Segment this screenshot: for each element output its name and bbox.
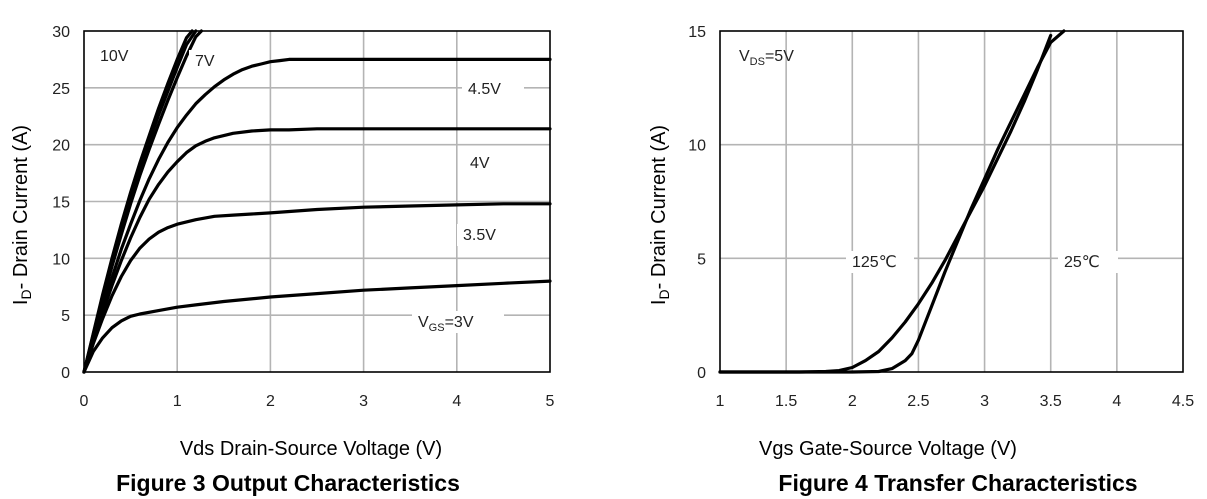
y-tick-label: 0 [697, 365, 706, 382]
y-axis-title-rest: - Drain Current (A) [648, 125, 670, 289]
series-label-1-main: 25℃ [1064, 254, 1100, 271]
series-line-5 [82, 202, 552, 374]
y-axis-title-group: ID- Drain Current (A) [10, 125, 33, 305]
x-axis-title: Vds Drain-Source Voltage (V) [180, 438, 442, 460]
output-characteristics-chart: 10V 7V 4.5V 4V 3.5V VGS=3V 0 1 2 3 4 5 0 5 10 15 20 25 30 V… [10, 24, 554, 496]
series-label-0: 10V [100, 48, 129, 65]
series-label-5: 3.5V [463, 227, 496, 244]
series-label-background [94, 45, 146, 67]
y-axis-title-rest: - Drain Current (A) [10, 125, 32, 289]
series-label-background [846, 251, 914, 273]
y-tick-label: 5 [61, 308, 70, 325]
series-line-1 [718, 29, 1066, 374]
series-label-background [457, 224, 519, 246]
series-labels: 10V 7V 4.5V 4V 3.5V VGS=3V [94, 45, 524, 334]
y-axis-title-main: I [648, 300, 670, 306]
series-label-6: VGS=3V [418, 314, 474, 334]
series-label-background [412, 311, 504, 333]
y-tick-label: 10 [688, 138, 706, 155]
y-tick-label: 20 [52, 138, 70, 155]
x-tick-label: 4 [452, 393, 461, 410]
series-label-6-rest: =3V [445, 314, 474, 331]
series-group [82, 29, 552, 374]
y-axis-title-subscript: D [18, 289, 34, 299]
x-axis-title: Vgs Gate-Source Voltage (V) [759, 438, 1017, 460]
y-tick-label: 15 [52, 195, 70, 212]
y-tick-label: 15 [688, 24, 706, 41]
x-tick-label: 1 [716, 393, 725, 410]
series-label-3-main: 4.5V [468, 81, 501, 98]
x-tick-label: 4 [1112, 393, 1121, 410]
condition-annotation-main: V [739, 48, 750, 65]
series-line-6 [82, 279, 552, 374]
y-tick-label: 5 [697, 251, 706, 268]
series-line-4 [82, 127, 552, 374]
figure-caption: Figure 4 Transfer Characteristics [778, 470, 1137, 496]
x-tick-label: 1.5 [775, 393, 797, 410]
x-tick-label: 2 [266, 393, 275, 410]
figure-caption: Figure 3 Output Characteristics [116, 470, 460, 496]
series-label-2-main: 7V [195, 53, 215, 70]
series-label-4-main: 4V [470, 155, 490, 172]
y-tick-label: 0 [61, 365, 70, 382]
series-label-6-main: V [418, 314, 429, 331]
x-tick-label: 2 [848, 393, 857, 410]
y-axis-title-main: I [10, 300, 32, 306]
series-line-2 [82, 29, 203, 374]
grid [720, 31, 1183, 372]
y-axis-title: ID- Drain Current (A) [10, 125, 33, 305]
transfer-characteristics-chart: 125℃ 25℃ VDS=5V 1 1.5 2 2.5 3 3.5 4 4.5 0 5 10 15 Vgs G… [648, 24, 1194, 496]
series-label-6-subscript: GS [429, 322, 445, 334]
series-label-background [1058, 251, 1118, 273]
y-tick-label: 25 [52, 81, 70, 98]
x-tick-label: 3 [359, 393, 368, 410]
series-labels: 125℃ 25℃ [846, 251, 1118, 273]
series-line-3 [82, 57, 552, 374]
condition-annotation-rest: =5V [765, 48, 794, 65]
series-label-2: 7V [195, 53, 215, 70]
tick-labels: 1 1.5 2 2.5 3 3.5 4 4.5 0 5 10 15 [688, 24, 1194, 410]
y-axis-title: ID- Drain Current (A) [648, 125, 671, 305]
series-label-background [464, 152, 516, 174]
condition-annotation-subscript: DS [750, 56, 765, 68]
x-tick-label: 3 [980, 393, 989, 410]
plot-frame [719, 30, 1184, 373]
series-label-3: 4.5V [468, 81, 501, 98]
x-tick-label: 4.5 [1172, 393, 1194, 410]
series-label-1: 25℃ [1064, 254, 1100, 271]
series-label-4: 4V [470, 155, 490, 172]
y-axis-title-subscript: D [656, 289, 672, 299]
series-label-background [189, 50, 231, 72]
plot-frame [83, 30, 551, 373]
y-axis-title-group: ID- Drain Current (A) [648, 125, 671, 305]
series-label-0-main: 125℃ [852, 254, 897, 271]
tick-labels: 0 1 2 3 4 5 0 5 10 15 20 25 30 [52, 24, 554, 410]
series-line-0 [718, 33, 1053, 374]
series-label-0: 125℃ [852, 254, 897, 271]
y-tick-label: 10 [52, 251, 70, 268]
x-tick-label: 1 [173, 393, 182, 410]
series-label-5-main: 3.5V [463, 227, 496, 244]
x-tick-label: 3.5 [1040, 393, 1062, 410]
condition-annotation: VDS=5V [739, 48, 794, 68]
x-tick-label: 2.5 [907, 393, 929, 410]
series-group [718, 29, 1066, 374]
x-tick-label: 5 [546, 393, 555, 410]
x-tick-label: 0 [80, 393, 89, 410]
series-label-background [462, 78, 524, 100]
series-label-0-main: 10V [100, 48, 129, 65]
y-tick-label: 30 [52, 24, 70, 41]
